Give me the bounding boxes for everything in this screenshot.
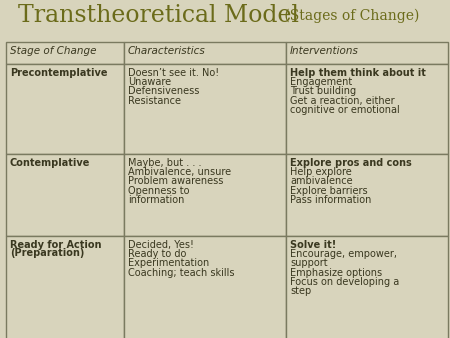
Bar xyxy=(286,42,448,64)
Text: Contemplative: Contemplative xyxy=(10,158,90,168)
Text: Experimentation: Experimentation xyxy=(128,258,209,268)
Text: Explore pros and cons: Explore pros and cons xyxy=(290,158,412,168)
Text: support: support xyxy=(290,258,328,268)
Bar xyxy=(6,64,124,154)
Text: Stage of Change: Stage of Change xyxy=(10,46,96,56)
Text: Focus on developing a: Focus on developing a xyxy=(290,277,399,287)
Text: Pass information: Pass information xyxy=(290,195,371,205)
Bar xyxy=(6,236,124,338)
Text: Problem awareness: Problem awareness xyxy=(128,176,223,186)
Bar xyxy=(286,154,448,236)
Text: Maybe, but . . .: Maybe, but . . . xyxy=(128,158,202,168)
Text: Emphasize options: Emphasize options xyxy=(290,268,382,277)
Text: cognitive or emotional: cognitive or emotional xyxy=(290,105,400,115)
Text: Encourage, empower,: Encourage, empower, xyxy=(290,249,397,259)
Bar xyxy=(124,154,286,236)
Text: Explore barriers: Explore barriers xyxy=(290,186,368,196)
Text: Resistance: Resistance xyxy=(128,96,181,105)
Text: Ready to do: Ready to do xyxy=(128,249,186,259)
Bar xyxy=(6,42,124,64)
Text: Defensiveness: Defensiveness xyxy=(128,87,199,96)
Text: Precontemplative: Precontemplative xyxy=(10,68,108,78)
Text: Trust building: Trust building xyxy=(290,87,356,96)
Text: Help them think about it: Help them think about it xyxy=(290,68,426,78)
Text: step: step xyxy=(290,286,311,296)
Text: Decided, Yes!: Decided, Yes! xyxy=(128,240,194,250)
Text: Coaching; teach skills: Coaching; teach skills xyxy=(128,268,234,277)
Bar xyxy=(124,236,286,338)
Text: Get a reaction, either: Get a reaction, either xyxy=(290,96,395,105)
Bar xyxy=(286,64,448,154)
Text: Ambivalence, unsure: Ambivalence, unsure xyxy=(128,167,231,177)
Bar xyxy=(124,42,286,64)
Bar xyxy=(286,236,448,338)
Text: Interventions: Interventions xyxy=(290,46,359,56)
Text: Ready for Action: Ready for Action xyxy=(10,240,102,250)
Text: Openness to: Openness to xyxy=(128,186,189,196)
Text: ambivalence: ambivalence xyxy=(290,176,353,186)
Bar xyxy=(124,64,286,154)
Text: Characteristics: Characteristics xyxy=(128,46,206,56)
Text: Help explore: Help explore xyxy=(290,167,352,177)
Text: Solve it!: Solve it! xyxy=(290,240,336,250)
Text: Transtheoretical Model: Transtheoretical Model xyxy=(18,4,299,27)
Text: Unaware: Unaware xyxy=(128,77,171,87)
Text: Engagement: Engagement xyxy=(290,77,352,87)
Text: information: information xyxy=(128,195,184,205)
Text: (Stages of Change): (Stages of Change) xyxy=(280,9,419,23)
Text: Doesn’t see it. No!: Doesn’t see it. No! xyxy=(128,68,219,78)
Bar xyxy=(6,154,124,236)
Text: (Preparation): (Preparation) xyxy=(10,248,85,259)
